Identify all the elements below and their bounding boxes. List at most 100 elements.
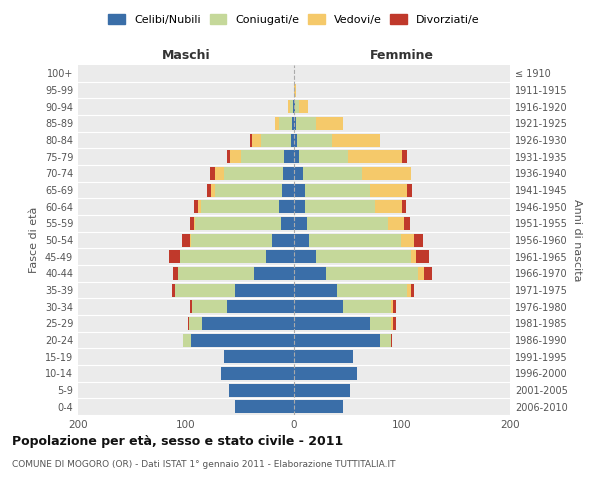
- Bar: [316, 250, 410, 263]
- Bar: [281, 217, 294, 230]
- Bar: [294, 100, 295, 113]
- Bar: [252, 134, 260, 146]
- Bar: [370, 317, 391, 330]
- Bar: [294, 84, 296, 96]
- Bar: [332, 134, 380, 146]
- Bar: [294, 150, 299, 163]
- Bar: [316, 117, 343, 130]
- Bar: [284, 150, 294, 163]
- Text: Femmine: Femmine: [370, 48, 434, 62]
- Bar: [292, 117, 294, 130]
- Bar: [179, 250, 266, 263]
- Bar: [407, 284, 410, 296]
- Bar: [279, 117, 292, 130]
- Bar: [206, 184, 211, 196]
- Bar: [294, 200, 305, 213]
- Bar: [254, 267, 294, 280]
- Bar: [348, 150, 402, 163]
- Bar: [299, 150, 348, 163]
- Bar: [294, 400, 343, 413]
- Bar: [416, 250, 429, 263]
- Bar: [294, 134, 297, 146]
- Legend: Celibi/Nubili, Coniugati/e, Vedovi/e, Divorziati/e: Celibi/Nubili, Coniugati/e, Vedovi/e, Di…: [105, 11, 483, 28]
- Bar: [229, 384, 294, 396]
- Bar: [380, 334, 391, 346]
- Bar: [172, 284, 175, 296]
- Bar: [294, 167, 302, 180]
- Bar: [182, 234, 190, 246]
- Bar: [295, 100, 299, 113]
- Bar: [266, 250, 294, 263]
- Bar: [309, 234, 401, 246]
- Bar: [424, 267, 432, 280]
- Bar: [291, 134, 294, 146]
- Bar: [294, 184, 305, 196]
- Text: Maschi: Maschi: [161, 48, 211, 62]
- Bar: [343, 300, 391, 313]
- Bar: [299, 100, 308, 113]
- Bar: [211, 184, 215, 196]
- Bar: [224, 167, 283, 180]
- Bar: [227, 300, 294, 313]
- Bar: [401, 234, 414, 246]
- Y-axis label: Anni di nascita: Anni di nascita: [572, 198, 581, 281]
- Bar: [294, 267, 326, 280]
- Bar: [202, 317, 294, 330]
- Bar: [279, 200, 294, 213]
- Bar: [302, 167, 362, 180]
- Bar: [404, 217, 410, 230]
- Bar: [294, 284, 337, 296]
- Bar: [297, 134, 332, 146]
- Bar: [193, 300, 227, 313]
- Bar: [235, 400, 294, 413]
- Text: Popolazione per età, sesso e stato civile - 2011: Popolazione per età, sesso e stato civil…: [12, 435, 343, 448]
- Bar: [215, 184, 282, 196]
- Bar: [241, 150, 284, 163]
- Bar: [294, 300, 343, 313]
- Bar: [250, 134, 252, 146]
- Bar: [410, 284, 414, 296]
- Bar: [282, 184, 294, 196]
- Bar: [190, 300, 193, 313]
- Bar: [173, 267, 178, 280]
- Bar: [394, 300, 395, 313]
- Bar: [190, 217, 194, 230]
- Bar: [221, 367, 294, 380]
- Bar: [230, 150, 241, 163]
- Bar: [296, 117, 316, 130]
- Bar: [394, 317, 395, 330]
- Bar: [407, 184, 412, 196]
- Bar: [215, 167, 224, 180]
- Bar: [189, 317, 202, 330]
- Bar: [194, 217, 281, 230]
- Bar: [391, 317, 394, 330]
- Bar: [294, 334, 380, 346]
- Bar: [260, 134, 291, 146]
- Bar: [178, 267, 254, 280]
- Bar: [402, 150, 407, 163]
- Bar: [294, 250, 316, 263]
- Bar: [294, 350, 353, 363]
- Bar: [227, 150, 230, 163]
- Bar: [190, 234, 191, 246]
- Bar: [183, 334, 191, 346]
- Bar: [388, 217, 404, 230]
- Bar: [414, 234, 422, 246]
- Bar: [294, 117, 296, 130]
- Bar: [375, 200, 402, 213]
- Bar: [305, 200, 375, 213]
- Bar: [410, 250, 416, 263]
- Bar: [418, 267, 424, 280]
- Bar: [290, 100, 293, 113]
- Bar: [370, 184, 407, 196]
- Bar: [272, 234, 294, 246]
- Bar: [294, 217, 307, 230]
- Bar: [235, 284, 294, 296]
- Bar: [305, 184, 370, 196]
- Bar: [391, 300, 394, 313]
- Bar: [391, 334, 392, 346]
- Bar: [188, 317, 189, 330]
- Bar: [287, 100, 290, 113]
- Bar: [307, 217, 388, 230]
- Bar: [191, 334, 294, 346]
